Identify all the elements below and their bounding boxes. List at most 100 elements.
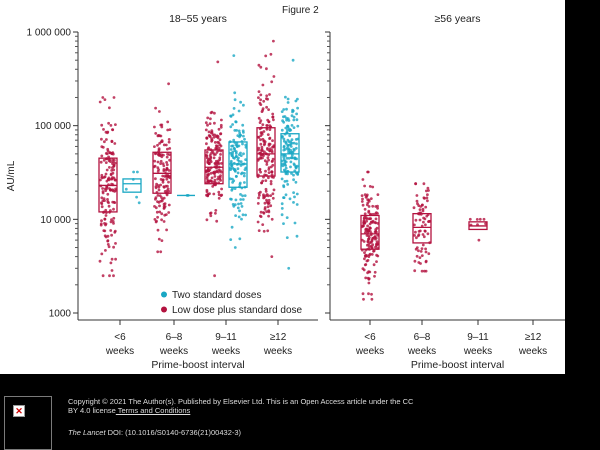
data-point	[233, 246, 237, 249]
data-point	[204, 121, 208, 125]
data-point	[283, 163, 287, 166]
data-point	[270, 80, 274, 84]
data-point	[215, 135, 218, 139]
terms-link[interactable]: Terms and Conditions	[115, 406, 191, 415]
data-point	[415, 254, 419, 258]
data-point	[290, 153, 294, 157]
data-point	[164, 184, 168, 188]
data-point	[272, 188, 276, 192]
data-point	[292, 126, 296, 129]
data-point	[427, 252, 431, 256]
data-point	[366, 228, 370, 232]
data-point	[213, 111, 216, 115]
data-point	[295, 192, 299, 196]
data-point	[289, 160, 293, 164]
data-point	[217, 190, 221, 194]
data-point	[363, 184, 366, 188]
data-point	[241, 213, 245, 217]
data-point	[165, 168, 169, 171]
data-point	[219, 169, 222, 173]
data-point	[295, 118, 299, 122]
data-point	[284, 126, 288, 130]
data-point	[112, 245, 115, 249]
data-point	[103, 217, 107, 221]
data-point	[165, 228, 169, 232]
data-point	[229, 238, 233, 242]
data-point	[220, 162, 223, 165]
data-point	[231, 203, 235, 206]
data-point	[205, 218, 209, 222]
data-point	[291, 151, 295, 154]
data-point	[109, 160, 112, 164]
data-point	[113, 161, 117, 165]
x-tick-label: <6	[364, 332, 376, 343]
data-point	[110, 218, 113, 222]
data-point	[412, 206, 416, 210]
data-point	[234, 152, 238, 155]
data-point	[267, 214, 270, 218]
data-point	[362, 216, 366, 220]
y-tick-label: 1 000 000	[27, 28, 72, 39]
data-point	[107, 201, 110, 205]
data-point	[229, 125, 233, 129]
data-point	[290, 141, 294, 145]
data-point	[106, 239, 110, 243]
data-point	[103, 222, 106, 225]
data-point	[167, 180, 170, 184]
data-point	[257, 116, 261, 120]
data-point	[168, 153, 171, 157]
box-iqr	[280, 133, 300, 173]
data-point	[103, 98, 107, 101]
data-point	[266, 124, 269, 127]
data-point	[263, 159, 267, 163]
data-point	[264, 179, 268, 183]
data-point	[156, 228, 160, 232]
data-point	[214, 147, 218, 150]
data-point	[282, 145, 286, 149]
data-point	[112, 274, 115, 278]
data-point	[262, 229, 266, 233]
data-point	[101, 96, 105, 99]
data-point	[425, 214, 429, 218]
data-point	[206, 194, 210, 197]
data-point	[373, 274, 376, 278]
box-iqr	[360, 214, 380, 250]
data-point	[417, 249, 420, 253]
data-point	[110, 140, 114, 144]
data-point	[159, 162, 163, 166]
data-point	[365, 193, 369, 197]
data-point	[269, 204, 273, 208]
data-point	[420, 269, 424, 273]
data-point	[423, 197, 426, 200]
data-point	[264, 54, 268, 58]
journal-name: The Lancet	[68, 428, 106, 437]
data-point	[265, 67, 268, 71]
data-point	[242, 134, 245, 138]
x-tick-label: ≥12	[525, 332, 542, 343]
data-point	[167, 203, 171, 207]
data-point	[100, 205, 104, 209]
data-point	[262, 140, 266, 143]
data-point	[267, 144, 271, 147]
data-point	[104, 130, 108, 134]
data-point	[218, 176, 222, 179]
data-point	[113, 230, 117, 234]
data-point	[269, 180, 273, 183]
x-tick-label-line2: weeks	[355, 346, 384, 357]
data-point	[287, 266, 291, 270]
data-point	[294, 146, 298, 150]
data-point	[113, 201, 117, 205]
data-point	[231, 113, 235, 117]
data-point	[243, 194, 247, 198]
data-point	[159, 250, 163, 254]
data-point	[281, 162, 284, 166]
data-point	[230, 144, 234, 148]
data-point	[167, 82, 171, 86]
data-point	[165, 177, 169, 181]
data-point	[363, 263, 367, 267]
data-point	[153, 218, 157, 221]
data-point	[163, 205, 167, 208]
data-point	[371, 185, 375, 189]
data-point	[272, 39, 275, 43]
data-point	[205, 153, 208, 157]
